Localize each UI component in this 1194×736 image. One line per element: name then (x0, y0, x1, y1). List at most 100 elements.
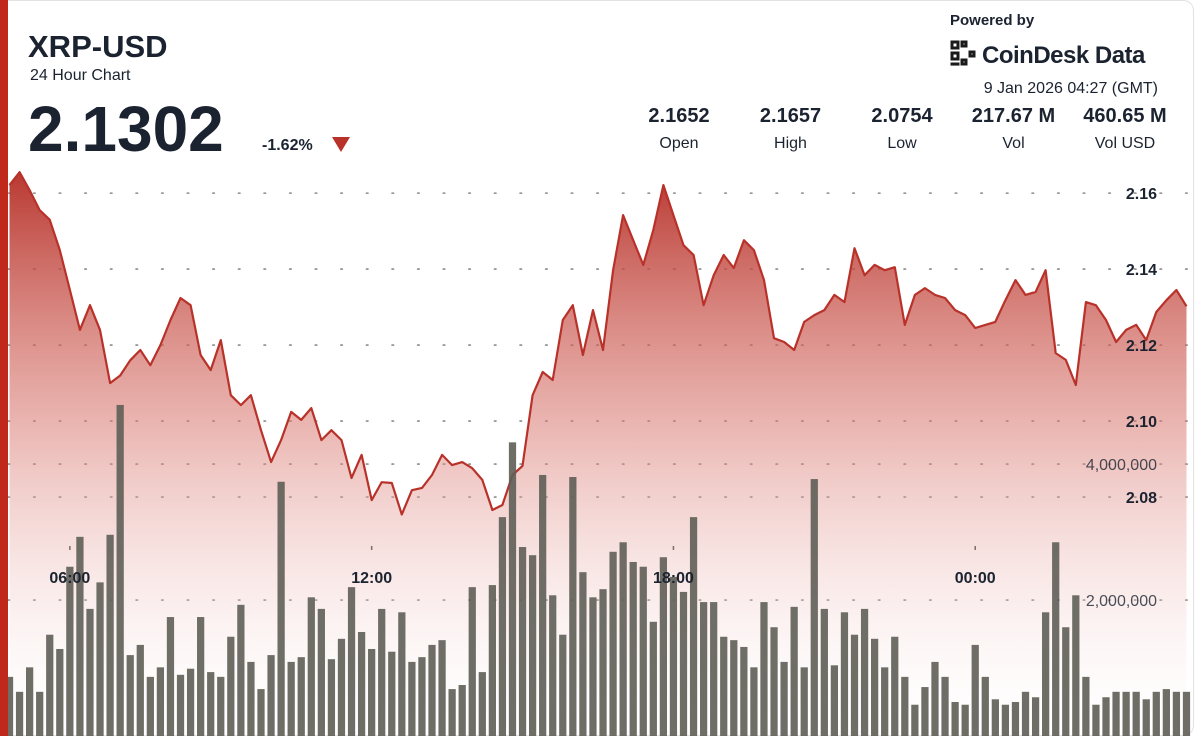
volume-bar (247, 661, 255, 736)
down-arrow (332, 137, 350, 152)
volume-bar (458, 685, 466, 736)
volume-bar (488, 585, 496, 736)
price: 2.1302 (28, 93, 224, 165)
volume-bar (669, 576, 678, 736)
volume-bar (1092, 704, 1100, 736)
stat-label: Vol (1002, 135, 1024, 152)
title: XRP-USD (28, 29, 168, 64)
volume-bar (921, 687, 929, 736)
volume-bar (800, 667, 808, 736)
price-area (9, 172, 1187, 736)
stat-label: High (774, 135, 807, 152)
volume-bar (1182, 691, 1191, 736)
volume-bar (971, 644, 979, 736)
y-tick-label: 2.10 (1126, 414, 1157, 431)
volume-bar (146, 676, 154, 736)
tick-labels: 2.16 2.14 2.12 2.10 2.08 2,000,000 4,000,000 06… (49, 186, 1157, 610)
volume-bar (830, 665, 839, 736)
volume-bar (871, 638, 879, 736)
stat-label: Low (887, 135, 917, 152)
stat-value: 217.67 M (972, 105, 1055, 127)
volume-bar (659, 557, 668, 736)
volume-bar (1132, 691, 1140, 736)
volume-bar (56, 648, 64, 736)
volume-bar (1082, 676, 1090, 736)
volume-bar (1142, 699, 1150, 736)
volume-bar (508, 442, 517, 736)
volume-bar (840, 612, 849, 736)
volume-bar (810, 479, 818, 736)
volume-bar (710, 602, 718, 736)
change: -1.62% (262, 137, 313, 154)
powered-by: Powered by (950, 12, 1035, 29)
volume-bar (207, 672, 215, 736)
y-tick-label: 2.08 (1126, 490, 1157, 507)
volume-bar (347, 587, 356, 736)
volume-bar (891, 636, 899, 736)
volume-bar (106, 534, 114, 736)
x-tick-label: 18:00 (653, 570, 694, 587)
volume-bar (1052, 542, 1060, 736)
volume-bar (96, 582, 104, 736)
volume-bar (589, 597, 597, 736)
volume-bar (780, 661, 788, 736)
volume-bar (26, 667, 34, 736)
volume-bar (257, 689, 265, 736)
volume-bar (126, 655, 134, 736)
volume-bar (297, 657, 305, 736)
y2-tick-label: 2,000,000 (1086, 593, 1157, 610)
stat-value: 2.0754 (871, 105, 933, 127)
volume-bar (237, 604, 245, 736)
volume-bar (901, 676, 909, 736)
volume-bar (176, 674, 185, 736)
volume-bar (186, 668, 195, 736)
volume-bar (418, 657, 426, 736)
volume-bar (267, 655, 275, 736)
x-tick-label: 06:00 (49, 570, 90, 587)
stat-label: Vol USD (1095, 135, 1155, 152)
volume-bar (116, 404, 124, 736)
volume-bar (559, 634, 567, 736)
volume-bar (438, 640, 446, 736)
volume-bar (1152, 691, 1160, 736)
brand: CoinDesk Data (982, 42, 1146, 69)
volume-bar (1172, 691, 1181, 736)
volume-bar (478, 672, 486, 736)
volume-bar (227, 636, 235, 736)
volume-bar (991, 699, 999, 736)
volume-bar (337, 638, 346, 736)
volume-bar (649, 621, 657, 736)
volume-bar (518, 547, 527, 736)
volume-bar (860, 608, 869, 736)
volume-bar (1122, 691, 1130, 736)
volume-bar (5, 676, 14, 736)
volume-bar (951, 702, 959, 736)
volume-bar (689, 517, 698, 736)
volume-bar (166, 617, 175, 736)
volume-bar (961, 704, 969, 736)
volume-bar (388, 651, 396, 736)
volume-bar (790, 606, 798, 736)
stat-value: 2.1657 (760, 105, 821, 127)
volume-bar (136, 644, 144, 736)
volume-bar (317, 608, 325, 736)
volume-bar (197, 617, 205, 736)
volume-bar (448, 689, 456, 736)
volume-bar (1062, 627, 1070, 736)
volume-bar (156, 667, 165, 736)
volume-bar (720, 636, 728, 736)
volume-bar (86, 608, 94, 736)
volume-bar (468, 587, 476, 736)
accent-bar (0, 0, 8, 736)
volume-bar (931, 661, 939, 736)
volume-bar (750, 667, 758, 736)
stat-value: 2.1652 (648, 105, 709, 127)
volume-bar (66, 566, 74, 736)
y-tick-label: 2.12 (1126, 338, 1157, 355)
x-tick-label: 12:00 (351, 570, 392, 587)
volume-bar (327, 659, 336, 736)
volume-bar (217, 676, 225, 736)
volume-bar (730, 640, 738, 736)
volume-bar (941, 676, 949, 736)
